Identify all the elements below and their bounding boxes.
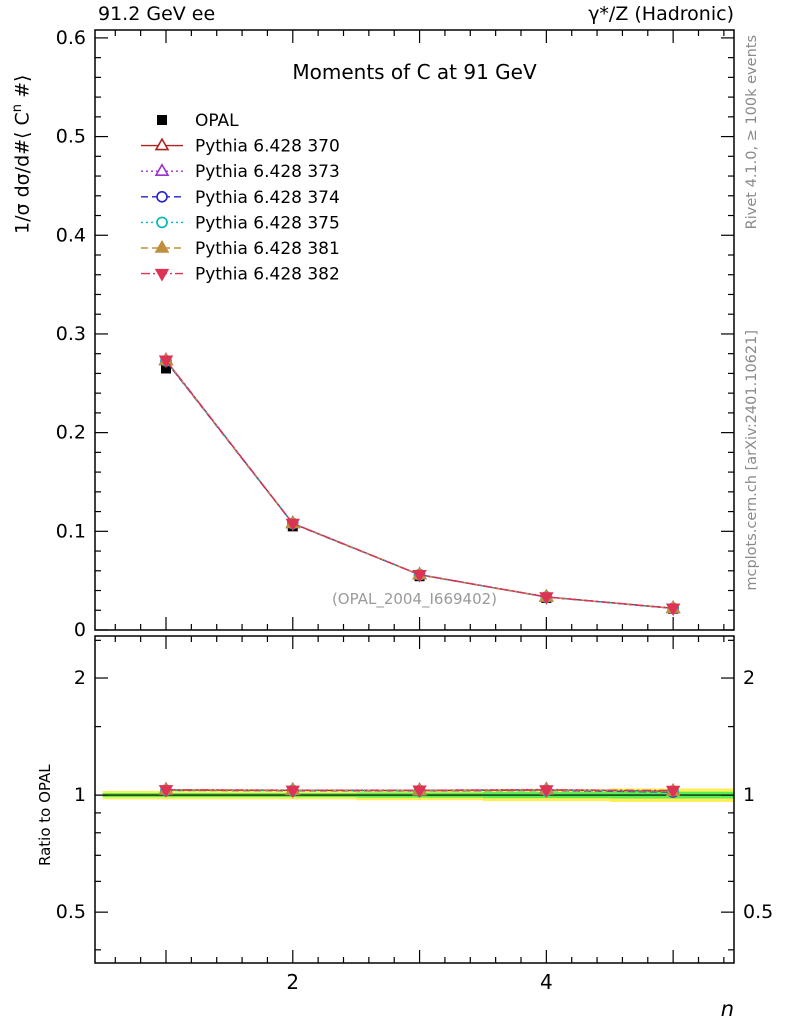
ratio-tick-label-left: 1: [74, 784, 86, 806]
ratio-panel-frame: [94, 635, 735, 964]
plot-title: Moments of C at 91 GeV: [292, 60, 537, 84]
rivet-version-note: Rivet 4.1.0, ≥ 100k events: [744, 35, 760, 230]
series-pythia-6-428-382: [158, 355, 681, 799]
legend-label: Pythia 6.428 375: [195, 213, 340, 233]
header-process: γ*/Z (Hadronic): [588, 3, 734, 25]
y-axis-label-main: 1/σ dσ/d#⟨ Cn #⟩: [10, 75, 33, 234]
ratio-tick-label-right: 1: [743, 784, 755, 806]
legend-item: Pythia 6.428 373: [141, 162, 340, 182]
main-panel-frame: [94, 29, 735, 631]
legend-label: OPAL: [195, 111, 239, 131]
x-tick-label: 4: [540, 970, 553, 994]
data-point: [157, 115, 167, 125]
ratio-tick-label-right: 2: [743, 667, 755, 689]
data-point: [539, 592, 554, 605]
mcplots-reference-note: mcplots.cern.ch [arXiv:2401.10621]: [744, 330, 760, 591]
legend-label: Pythia 6.428 370: [195, 137, 340, 157]
ratio-tick-label-right: 0.5: [743, 901, 773, 923]
y-axis-label-suffix: #⟩: [11, 74, 34, 104]
y-tick-label: 0: [74, 619, 86, 641]
data-point: [156, 216, 168, 229]
data-point: [412, 569, 427, 583]
data-point: [665, 785, 681, 799]
legend-item: Pythia 6.428 375: [141, 213, 340, 233]
data-point: [158, 355, 174, 369]
legend-item: OPAL: [157, 111, 239, 131]
legend-label: Pythia 6.428 374: [195, 188, 340, 208]
data-point: [154, 268, 170, 282]
tick-labels: 0 0.1 0.2 0.3 0.4 0.5 0.6 0.5 0.5 1 1 2 2 2 4: [56, 27, 773, 994]
y-tick-label: 0.3: [56, 323, 86, 345]
y-tick-label: 0.2: [56, 422, 86, 444]
y-tick-label: 0.5: [56, 126, 86, 148]
ratio-tick-label-left: 2: [74, 667, 86, 689]
x-tick-label: 2: [286, 970, 299, 994]
data-point: [285, 785, 300, 799]
panel-frames: [94, 29, 735, 964]
legend-item: Pythia 6.428 370: [141, 137, 340, 157]
data-point: [154, 163, 170, 176]
data-point: [158, 785, 174, 798]
legend-item: Pythia 6.428 374: [141, 188, 340, 208]
legend-item: Pythia 6.428 381: [141, 239, 340, 259]
header-beam-energy: 91.2 GeV ee: [98, 3, 216, 25]
legend-item: Pythia 6.428 382: [141, 265, 340, 285]
analysis-id-watermark: (OPAL_2004_I669402): [331, 590, 498, 608]
y-axis-label-prefix: 1/σ dσ/d#⟨ C: [11, 112, 34, 234]
data-point: [154, 137, 170, 151]
ratio-tick-label-left: 0.5: [56, 901, 86, 923]
data-point: [161, 363, 171, 374]
data-point: [154, 239, 170, 253]
data-point: [156, 191, 168, 203]
data-point: [412, 785, 427, 799]
data-point: [539, 785, 554, 798]
x-axis-label: n: [720, 997, 734, 1021]
data-point: [285, 518, 300, 532]
legend-label: Pythia 6.428 381: [195, 239, 340, 259]
y-tick-label: 0.4: [56, 224, 86, 246]
legend-label: Pythia 6.428 382: [195, 265, 340, 285]
y-tick-label: 0.1: [56, 520, 86, 542]
y-axis-label-ratio: Ratio to OPAL: [36, 764, 54, 866]
axis-ticks: [95, 30, 734, 963]
y-axis-label-superscript: n: [10, 103, 25, 113]
data-point: [665, 603, 681, 617]
legend-label: Pythia 6.428 373: [195, 162, 340, 182]
legend: OPAL Pythia 6.428 370 Pythia 6.428 373 Pyth…: [141, 111, 340, 285]
y-tick-label: 0.6: [56, 27, 86, 49]
